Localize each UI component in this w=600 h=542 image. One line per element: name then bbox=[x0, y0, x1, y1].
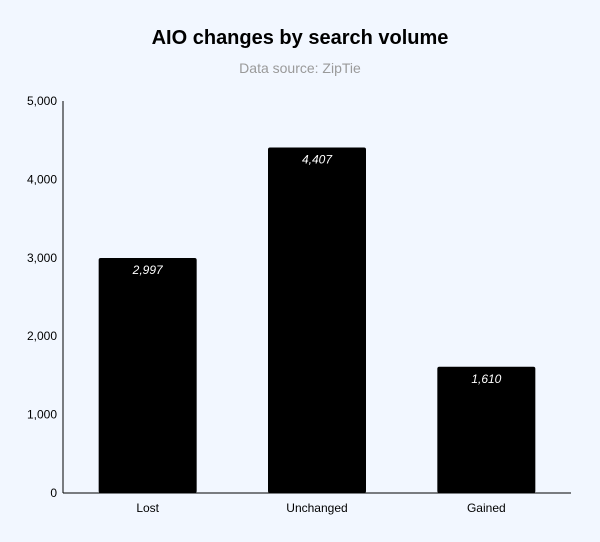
y-tick-label: 5,000 bbox=[27, 94, 57, 108]
data-label: 4,407 bbox=[302, 152, 333, 166]
x-tick-label: Unchanged bbox=[286, 501, 347, 515]
x-tick-label: Gained bbox=[467, 501, 506, 515]
y-tick-label: 1,000 bbox=[27, 408, 57, 422]
chart-title: AIO changes by search volume bbox=[151, 27, 449, 49]
bar-lost bbox=[98, 258, 197, 493]
bar-gained bbox=[437, 366, 536, 493]
bar-unchanged bbox=[268, 147, 366, 493]
y-tick-label: 2,000 bbox=[27, 329, 57, 343]
y-tick-label: 3,000 bbox=[27, 251, 57, 265]
data-label: 1,610 bbox=[471, 372, 501, 386]
y-tick-label: 4,000 bbox=[27, 172, 57, 186]
x-tick-label: Lost bbox=[136, 501, 159, 515]
y-tick-label: 0 bbox=[50, 486, 57, 500]
chart-subtitle: Data source: ZipTie bbox=[239, 60, 361, 76]
data-label: 2,997 bbox=[132, 263, 164, 277]
